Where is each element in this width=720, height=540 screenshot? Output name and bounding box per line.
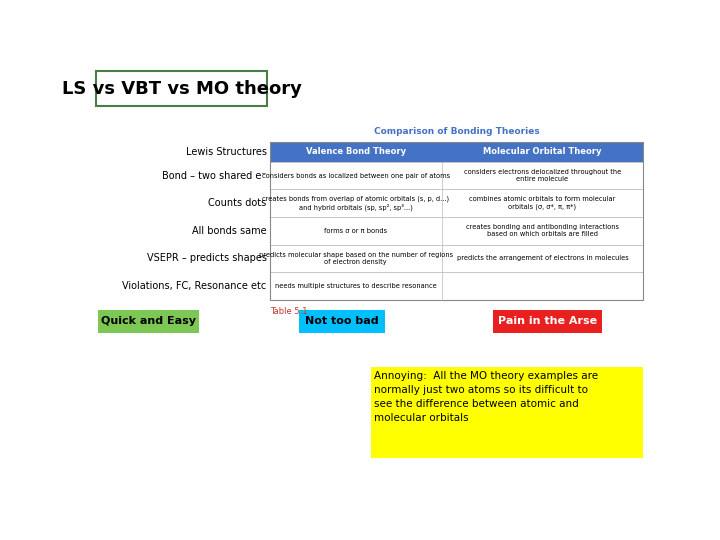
Text: combines atomic orbitals to form molecular
orbitals (σ, σ*, π, π*): combines atomic orbitals to form molecul… [469, 196, 616, 210]
Text: considers bonds as localized between one pair of atoms: considers bonds as localized between one… [261, 173, 450, 179]
Text: forms σ or π bonds: forms σ or π bonds [324, 228, 387, 234]
FancyBboxPatch shape [98, 309, 199, 333]
Text: creates bonds from overlap of atomic orbitals (s, p, d...)
and hybrid orbitals (: creates bonds from overlap of atomic orb… [262, 195, 449, 211]
FancyBboxPatch shape [493, 309, 601, 333]
FancyBboxPatch shape [270, 190, 644, 217]
FancyBboxPatch shape [96, 71, 266, 106]
Text: Not too bad: Not too bad [305, 316, 379, 326]
Text: Valence Bond Theory: Valence Bond Theory [306, 147, 406, 156]
Text: Table 5.1: Table 5.1 [270, 307, 307, 316]
FancyBboxPatch shape [300, 309, 384, 333]
Text: Violations, FC, Resonance etc: Violations, FC, Resonance etc [122, 281, 266, 291]
Text: creates bonding and antibonding interactions
based on which orbitals are filled: creates bonding and antibonding interact… [466, 224, 619, 238]
Text: All bonds same: All bonds same [192, 226, 266, 236]
FancyBboxPatch shape [270, 272, 644, 300]
Text: Comparison of Bonding Theories: Comparison of Bonding Theories [374, 127, 539, 136]
Text: Counts dots: Counts dots [209, 198, 266, 208]
Text: Quick and Easy: Quick and Easy [101, 316, 196, 326]
Text: Bond – two shared e⁻: Bond – two shared e⁻ [162, 171, 266, 180]
Text: Pain in the Arse: Pain in the Arse [498, 316, 597, 326]
Text: Lewis Structures: Lewis Structures [186, 147, 266, 157]
Text: predicts molecular shape based on the number of regions
of electron density: predicts molecular shape based on the nu… [258, 252, 453, 265]
FancyBboxPatch shape [371, 367, 644, 458]
Text: Annoying:  All the MO theory examples are
normally just two atoms so its difficu: Annoying: All the MO theory examples are… [374, 372, 598, 423]
Text: needs multiple structures to describe resonance: needs multiple structures to describe re… [275, 283, 436, 289]
FancyBboxPatch shape [270, 162, 644, 190]
Text: LS vs VBT vs MO theory: LS vs VBT vs MO theory [61, 80, 302, 98]
FancyBboxPatch shape [270, 217, 644, 245]
Text: considers electrons delocalized throughout the
entire molecule: considers electrons delocalized througho… [464, 169, 621, 183]
Text: predicts the arrangement of electrons in molecules: predicts the arrangement of electrons in… [456, 255, 629, 261]
Text: VSEPR – predicts shapes: VSEPR – predicts shapes [147, 253, 266, 264]
Text: Molecular Orbital Theory: Molecular Orbital Theory [483, 147, 602, 156]
FancyBboxPatch shape [270, 142, 644, 162]
FancyBboxPatch shape [270, 245, 644, 272]
